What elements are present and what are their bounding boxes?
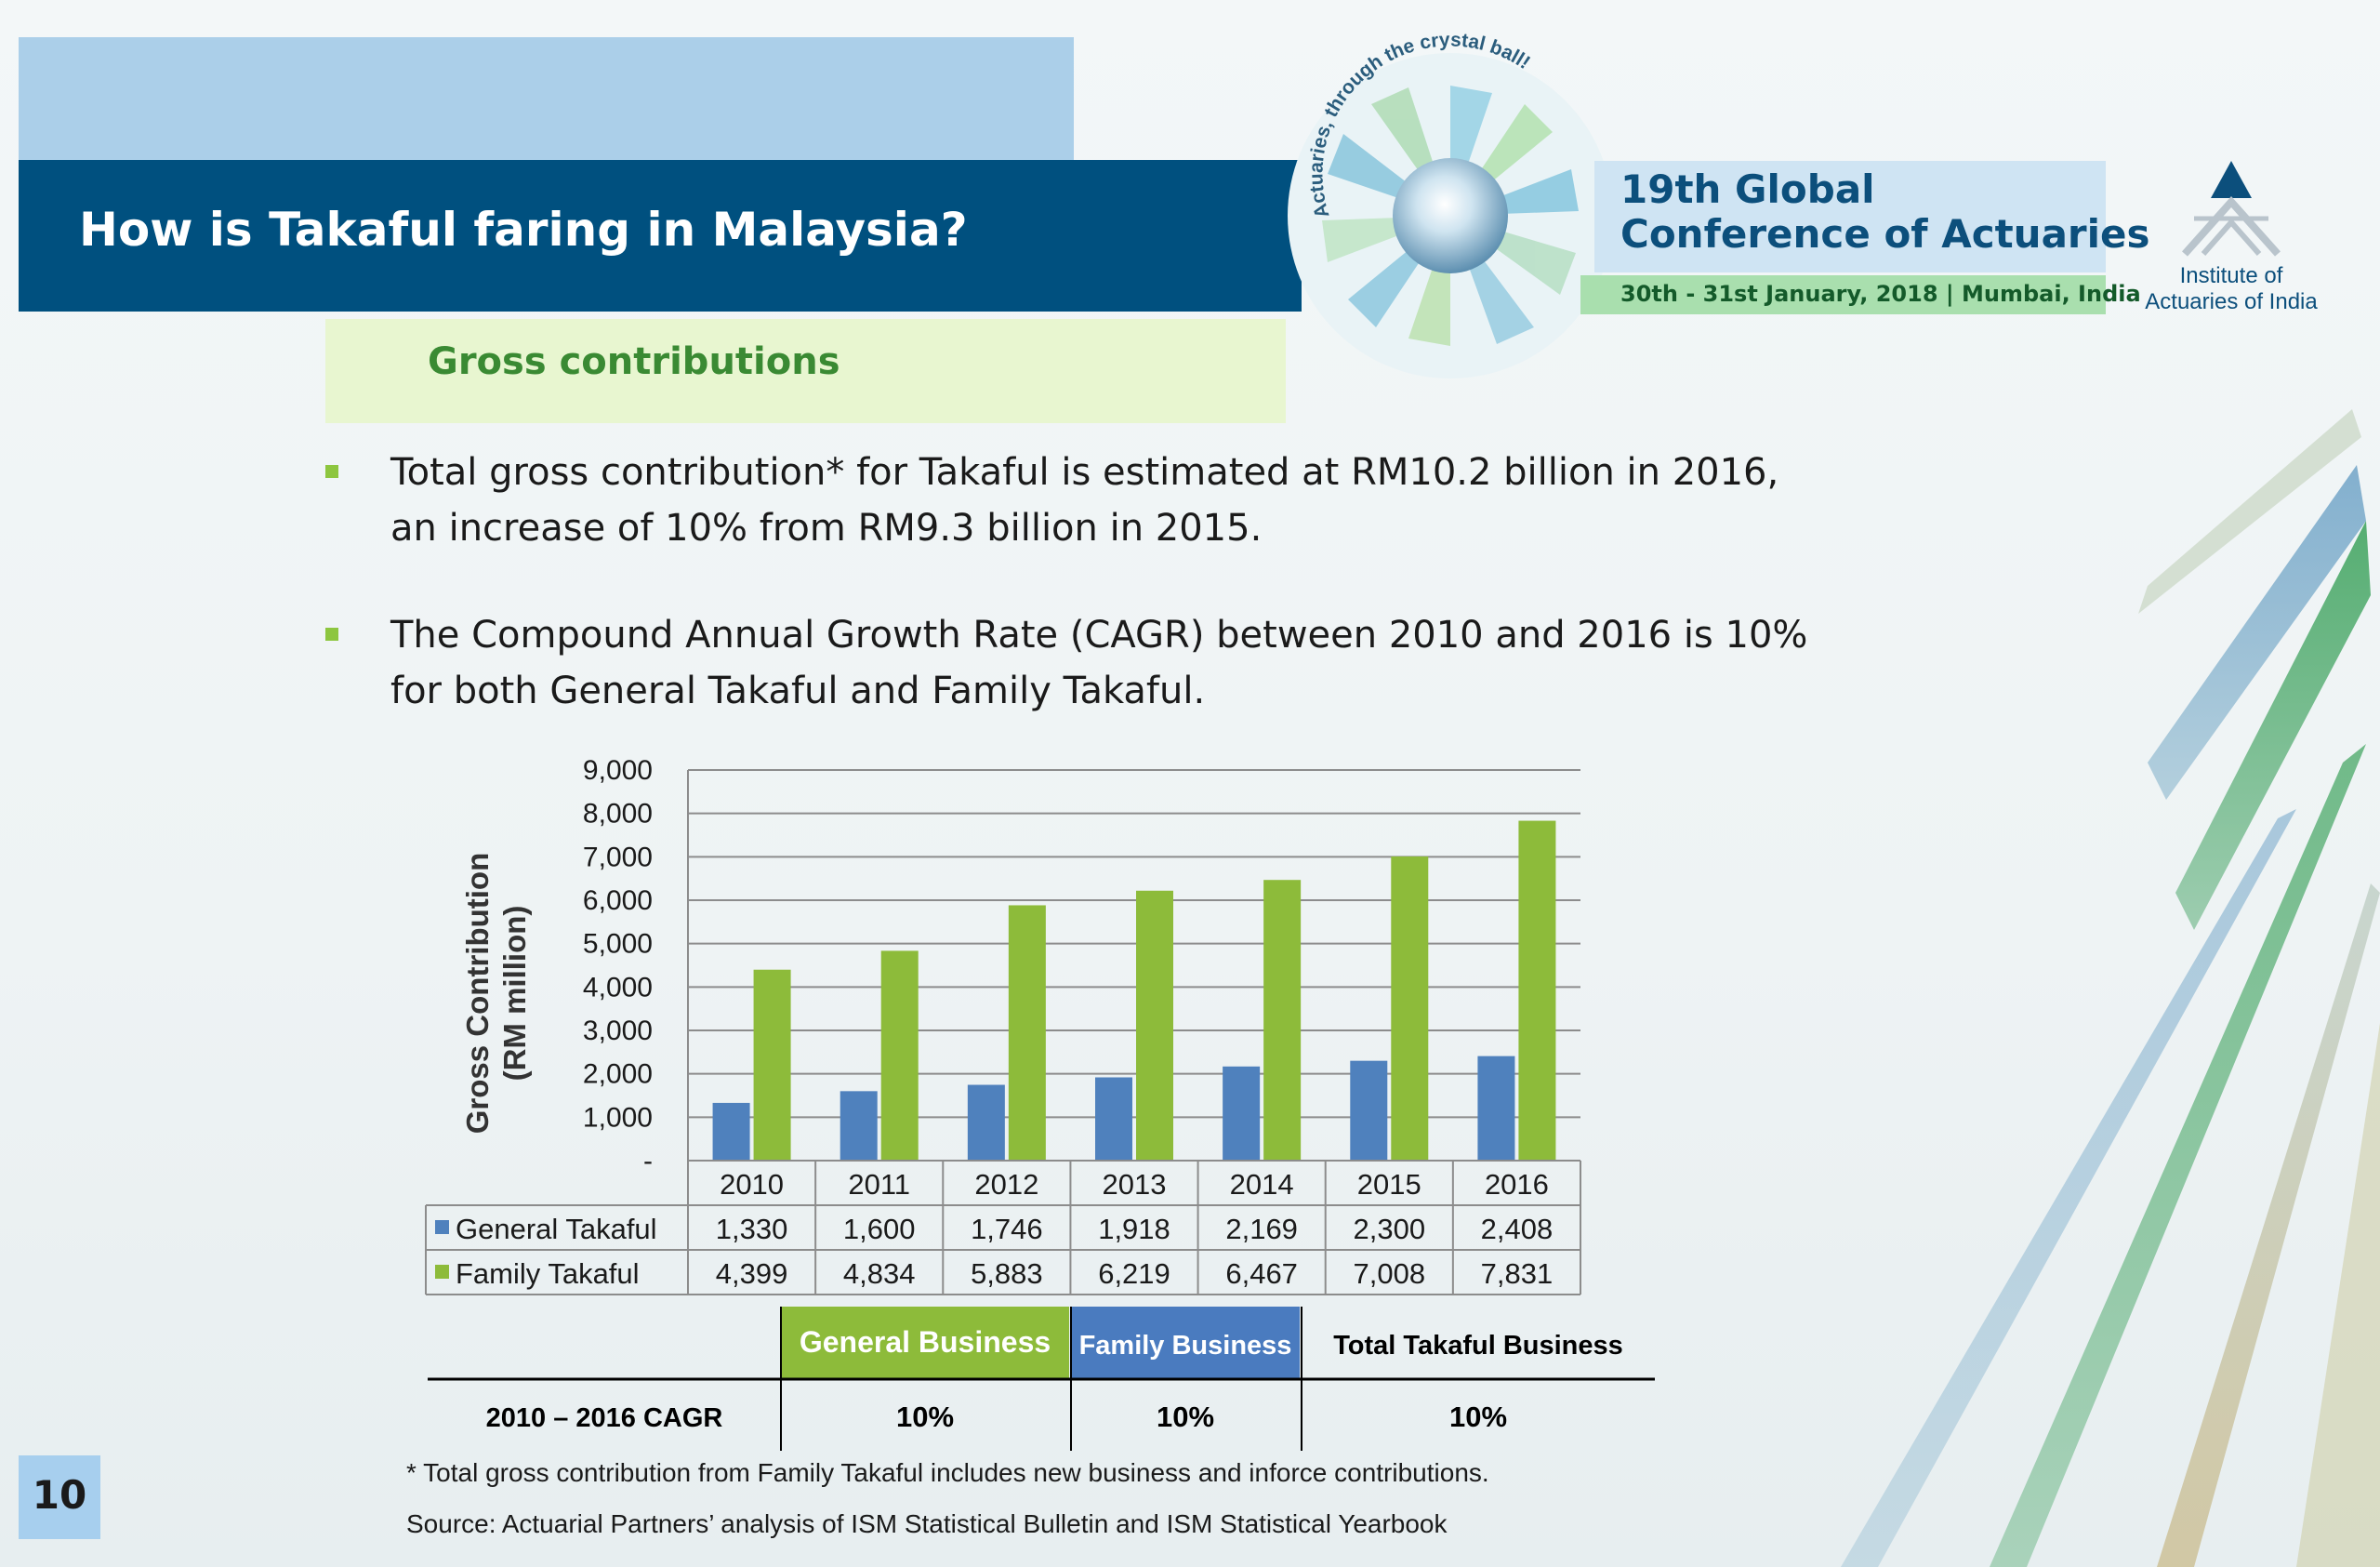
cagr-value-general: 10% — [896, 1401, 954, 1433]
deco-shard-1 — [2138, 409, 2361, 614]
legend-swatch-general — [435, 1220, 449, 1234]
cagr-header-general-label: General Business — [800, 1325, 1051, 1359]
conference-title-line1: 19th Global — [1620, 166, 1875, 212]
y-tick-label: - — [643, 1146, 653, 1176]
bar-family-2014 — [1263, 880, 1302, 1161]
y-tick-label: 2,000 — [583, 1059, 653, 1090]
conference-title-line2: Conference of Actuaries — [1620, 211, 2150, 257]
legend-label-general: General Takaful — [456, 1213, 657, 1245]
conference-title: 19th Global Conference of Actuaries — [1620, 167, 2150, 257]
cagr-row-label: 2010 – 2016 CAGR — [486, 1403, 723, 1433]
x-tick-label: 2014 — [1230, 1168, 1294, 1201]
header-accent-bar — [19, 37, 1074, 160]
y-axis-label-unit: (RM million) — [497, 906, 532, 1082]
cagr-header-family-label: Family Business — [1079, 1331, 1292, 1361]
legend-swatch-family — [435, 1265, 449, 1279]
institute-logo-icon — [2182, 161, 2281, 257]
cagr-value-family: 10% — [1157, 1401, 1214, 1433]
data-label: 1,600 — [843, 1213, 916, 1245]
bullet-line: an increase of 10% from RM9.3 billion in… — [390, 507, 1263, 550]
y-tick-label: 9,000 — [583, 755, 653, 786]
data-label: 4,834 — [843, 1257, 916, 1290]
page-number: 10 — [32, 1472, 87, 1518]
bullet-line: Total gross contribution* for Takaful is… — [390, 451, 1779, 494]
y-tick-label: 7,000 — [583, 842, 653, 872]
x-tick-label: 2011 — [848, 1168, 910, 1201]
conference-logo: Actuaries, through the crystal ball! — [1288, 30, 1613, 378]
slide-title: How is Takaful faring in Malaysia? — [79, 203, 968, 257]
title-band — [19, 160, 1302, 312]
deco-shard-3 — [2175, 521, 2371, 930]
footnote: * Total gross contribution from Family T… — [406, 1458, 1489, 1487]
institute-name-line2: Actuaries of India — [2145, 289, 2318, 314]
data-label: 1,918 — [1098, 1213, 1170, 1245]
institute-name: Institute of Actuaries of India — [2129, 263, 2334, 315]
y-axis-label: Gross Contribution — [460, 853, 495, 1134]
data-label: 7,831 — [1481, 1257, 1554, 1290]
bar-family-2010 — [753, 969, 791, 1161]
data-label: 2,169 — [1225, 1213, 1298, 1245]
source-note: Source: Actuarial Partners’ analysis of … — [406, 1509, 1448, 1538]
slide-subtitle: Gross contributions — [428, 340, 840, 383]
data-label: 1,746 — [971, 1213, 1043, 1245]
legend-label-family: Family Takaful — [456, 1257, 640, 1290]
bar-general-2010 — [712, 1102, 750, 1161]
bar-family-2011 — [880, 950, 919, 1161]
conference-date-band — [1580, 275, 2106, 314]
y-tick-label: 4,000 — [583, 972, 653, 1003]
cagr-header-general — [781, 1307, 1069, 1379]
bar-family-2016 — [1518, 820, 1556, 1161]
data-label: 5,883 — [971, 1257, 1043, 1290]
bullet-square-icon — [325, 465, 338, 478]
x-tick-label: 2013 — [1103, 1168, 1167, 1201]
y-tick-label: 1,000 — [583, 1102, 653, 1133]
cagr-header-family — [1071, 1307, 1300, 1379]
data-label: 6,219 — [1098, 1257, 1170, 1290]
bar-family-2013 — [1136, 890, 1173, 1161]
y-tick-label: 8,000 — [583, 799, 653, 830]
x-tick-label: 2015 — [1357, 1168, 1421, 1201]
x-tick-label: 2010 — [720, 1168, 784, 1201]
page-number-box: 10 — [19, 1455, 100, 1539]
institute-name-line1: Institute of — [2179, 263, 2283, 288]
cagr-value-total: 10% — [1449, 1401, 1507, 1433]
bullet-line: The Compound Annual Growth Rate (CAGR) b… — [390, 614, 1808, 657]
bar-general-2016 — [1477, 1056, 1515, 1161]
data-label: 1,330 — [716, 1213, 788, 1245]
deco-shard-6 — [2157, 883, 2380, 1567]
bar-family-2012 — [1008, 905, 1046, 1161]
data-label: 2,300 — [1353, 1213, 1425, 1245]
data-label: 7,008 — [1353, 1257, 1425, 1290]
data-label: 6,467 — [1225, 1257, 1298, 1290]
deco-shard-5 — [1990, 744, 2366, 1567]
bar-family-2015 — [1391, 856, 1429, 1161]
y-tick-label: 3,000 — [583, 1016, 653, 1046]
y-tick-label: 6,000 — [583, 885, 653, 916]
bullet-line: for both General Takaful and Family Taka… — [390, 670, 1206, 712]
bar-general-2014 — [1223, 1066, 1261, 1161]
subtitle-box — [325, 319, 1286, 423]
bar-general-2012 — [967, 1084, 1005, 1161]
bullet-square-icon — [325, 628, 338, 641]
cagr-header-total-label: Total Takaful Business — [1333, 1331, 1623, 1361]
conference-title-box — [1594, 161, 2106, 272]
data-label: 4,399 — [716, 1257, 788, 1290]
deco-shard-7 — [2296, 1023, 2380, 1567]
data-label: 2,408 — [1481, 1213, 1554, 1245]
deco-shard-4 — [1841, 809, 2296, 1567]
y-tick-label: 5,000 — [583, 929, 653, 960]
bar-general-2013 — [1095, 1077, 1132, 1161]
x-tick-label: 2016 — [1485, 1168, 1549, 1201]
deco-shard-2 — [2148, 465, 2366, 800]
bar-general-2011 — [840, 1091, 878, 1161]
bar-general-2015 — [1350, 1060, 1388, 1161]
x-tick-label: 2012 — [974, 1168, 1038, 1201]
conference-date: 30th - 31st January, 2018 | Mumbai, Indi… — [1620, 281, 2141, 307]
